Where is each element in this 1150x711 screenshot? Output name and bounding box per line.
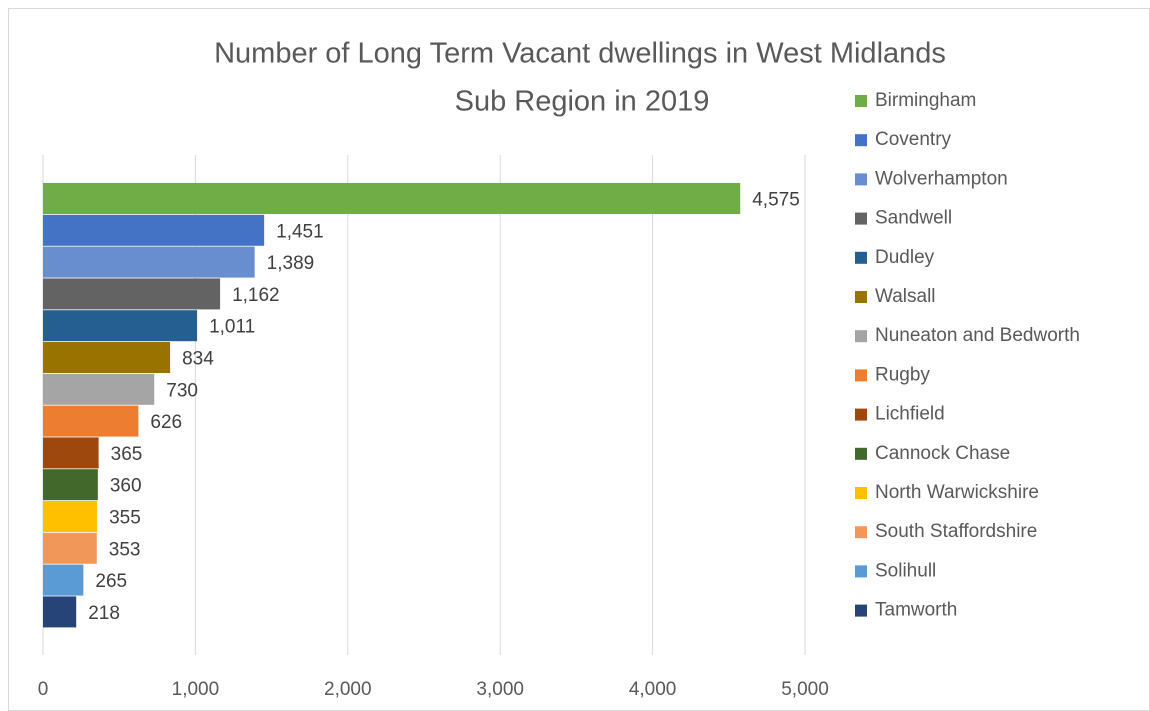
bar bbox=[43, 246, 255, 278]
legend-label: Cannock Chase bbox=[875, 443, 1010, 464]
legend-swatch bbox=[855, 95, 867, 107]
legend-label: North Warwickshire bbox=[875, 482, 1039, 503]
value-label: 1,011 bbox=[209, 317, 255, 338]
value-label: 626 bbox=[150, 412, 182, 433]
value-label: 730 bbox=[166, 380, 198, 401]
bar bbox=[43, 564, 84, 596]
legend-label: Dudley bbox=[875, 247, 935, 268]
value-label: 1,162 bbox=[232, 285, 280, 306]
x-tick-label: 3,000 bbox=[476, 679, 524, 700]
legend-label: Wolverhampton bbox=[875, 168, 1008, 189]
legend-swatch bbox=[855, 447, 867, 460]
chart-title: Number of Long Term Vacant dwellings in … bbox=[214, 38, 946, 70]
legend-swatch bbox=[855, 565, 867, 578]
legend-label: Walsall bbox=[875, 286, 936, 307]
value-label: 1,451 bbox=[276, 221, 324, 242]
bar bbox=[43, 437, 99, 469]
legend-swatch bbox=[855, 173, 867, 186]
legend-swatch bbox=[855, 330, 867, 343]
x-tick-label: 2,000 bbox=[324, 679, 372, 700]
bar bbox=[43, 532, 97, 564]
x-tick-label: 4,000 bbox=[629, 679, 677, 700]
bar bbox=[43, 405, 139, 437]
chart-title: Sub Region in 2019 bbox=[455, 86, 710, 118]
legend-swatch bbox=[855, 408, 867, 421]
value-label: 365 bbox=[111, 444, 143, 465]
legend-label: Birmingham bbox=[875, 90, 976, 111]
bar bbox=[43, 501, 98, 532]
value-label: 1,389 bbox=[267, 253, 315, 274]
value-label: 4,575 bbox=[752, 190, 800, 211]
legend-swatch bbox=[855, 291, 867, 303]
legend-swatch bbox=[855, 604, 867, 617]
bar bbox=[43, 183, 741, 214]
bar bbox=[43, 469, 98, 501]
legend-label: Solihull bbox=[875, 560, 936, 581]
legend-label: Tamworth bbox=[875, 600, 957, 621]
value-label: 353 bbox=[109, 539, 141, 560]
bar bbox=[43, 278, 221, 310]
x-tick-label: 1,000 bbox=[172, 679, 220, 700]
bar bbox=[43, 596, 77, 628]
legend-swatch bbox=[855, 212, 867, 225]
legend-swatch bbox=[855, 487, 867, 499]
value-label: 834 bbox=[182, 349, 214, 370]
legend-swatch bbox=[855, 369, 867, 382]
chart-border bbox=[8, 8, 1150, 711]
bar bbox=[43, 373, 155, 405]
legend-swatch bbox=[855, 251, 867, 264]
bar bbox=[43, 214, 265, 246]
x-tick-label: 5,000 bbox=[781, 679, 829, 700]
bar bbox=[43, 310, 198, 342]
legend-swatch bbox=[855, 526, 867, 539]
legend-label: Nuneaton and Bedworth bbox=[875, 325, 1080, 346]
legend-swatch bbox=[855, 134, 867, 147]
legend-label: South Staffordshire bbox=[875, 521, 1037, 542]
value-label: 265 bbox=[95, 571, 127, 592]
legend-label: Sandwell bbox=[875, 208, 952, 229]
legend-label: Lichfield bbox=[875, 404, 945, 425]
value-label: 360 bbox=[110, 476, 142, 497]
bar bbox=[43, 342, 171, 373]
value-label: 355 bbox=[109, 508, 141, 529]
x-tick-label: 0 bbox=[38, 679, 49, 700]
legend-label: Rugby bbox=[875, 364, 930, 385]
legend-label: Coventry bbox=[875, 129, 952, 150]
value-label: 218 bbox=[88, 603, 120, 624]
